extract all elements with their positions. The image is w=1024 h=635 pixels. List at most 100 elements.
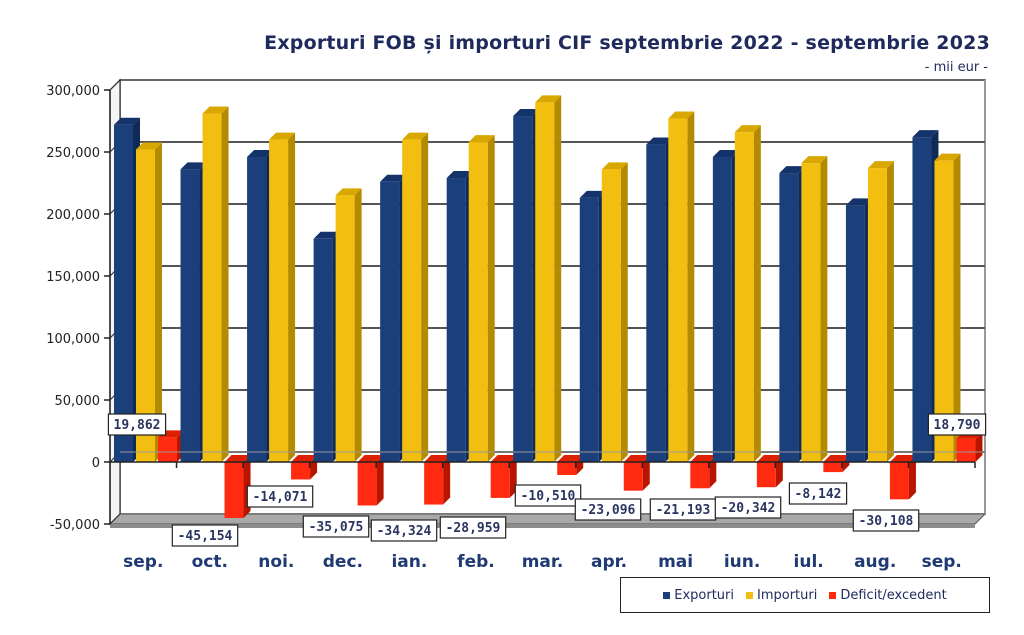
bar-importuri-2-side [288,132,296,462]
data-label: -14,071 [246,485,314,508]
legend-item-deficit: Deficit/excedent [829,587,947,603]
bar-exporturi-7-top [579,190,606,198]
x-tick-label: feb. [457,552,495,572]
bar-importuri-5-front [468,142,488,462]
legend-label-deficit: Deficit/excedent [840,587,947,603]
bar-importuri-6-top [535,95,562,103]
gridline-side [109,79,121,91]
bar-importuri-12-side [953,153,961,462]
x-tick-label: dec. [323,552,363,572]
data-label-text: -10,510 [521,489,576,504]
x-tick-label: sep. [123,552,163,572]
data-label-box [927,413,987,436]
bar-exporturi-2-top [247,149,274,157]
bar-importuri-6 [535,95,562,463]
data-label-text: -8,142 [795,487,842,502]
bar-importuri-12 [934,153,961,462]
bar-deficit-4-top [424,455,451,462]
data-label: -23,096 [574,498,642,521]
data-label-box [171,524,239,547]
bar-importuri-2-top [269,132,296,140]
y-tick-label: 200,000 [46,208,100,223]
bar-importuri-3-side [354,188,362,462]
bar-deficit-8-side [709,455,717,489]
bar-deficit-11-side [908,455,916,500]
bar-deficit-8-top [690,455,717,462]
bar-importuri-5-side [487,135,495,462]
legend-swatch-deficit [829,591,837,599]
data-label: 19,862 [107,413,167,436]
data-label: -21,193 [649,498,717,521]
bar-exporturi-5-front [446,178,466,463]
bar-importuri-5 [468,135,495,462]
data-labels: 19,862 -45,154 -14,071-35,075 -34,324 -28,95… [107,413,987,547]
data-label: 18,790 [927,413,987,436]
bar-exporturi-9-top [712,149,739,157]
bar-importuri-0-side [155,142,162,462]
bar-deficit-8 [690,455,717,489]
data-label-box [514,484,582,507]
data-label-text: -23,096 [581,503,636,518]
bar-deficit-9 [756,455,783,488]
bar-exporturi-1-front [180,169,200,463]
bar-importuri-7-top [601,162,628,170]
bar-importuri-7-side [620,162,628,463]
bar-importuri-5-top [468,135,495,143]
bar-deficit-3-front [357,462,377,506]
bar-deficit-2-top [291,455,318,462]
data-label: -34,324 [370,519,438,542]
data-label: -20,342 [714,496,782,519]
bar-importuri-8-front [668,118,688,463]
bar-exporturi-11-front [845,205,865,462]
bar-importuri-9-top [734,125,761,133]
data-label-text: -30,108 [859,514,914,529]
bar-importuri-1-top [202,106,229,114]
bar-exporturi-4-top [380,174,407,182]
legend-item-exporturi: Exporturi [663,588,734,603]
bar-exporturi-12-front [912,137,932,462]
bar-exporturi-10-top [779,166,806,174]
bar-deficit-7-top [623,455,650,462]
bar-deficit-5-top [490,455,517,462]
y-tick-label: -50,000 [50,518,100,533]
data-label-box [852,509,920,532]
bar-exporturi-1-top [180,162,207,170]
bar-importuri-8 [668,111,695,463]
data-label-box [574,498,642,521]
data-label-text: -28,959 [446,521,501,536]
bar-importuri-10-front [801,163,821,462]
data-label-text: 18,790 [934,418,981,433]
bar-deficit-5-front [490,462,510,498]
bar-exporturi-3-top [313,231,340,239]
bar-importuri-9 [734,125,761,462]
data-label: -35,075 [302,515,370,538]
x-tick-label: iul. [794,552,824,572]
bar-deficit-10-top [823,455,850,462]
bar-exporturi-4-front [380,181,400,462]
bar-importuri-10-top [801,156,828,164]
bar-deficit-6-top [557,455,584,462]
data-label: -30,108 [852,509,920,532]
x-axis: sep. oct. noi. dec. ian. feb. mar. apr. mai iun. i… [110,451,985,572]
bar-exporturi-0-top [114,117,140,125]
data-label-text: -35,075 [309,520,364,535]
bar-importuri-0 [136,142,162,462]
x-tick-label: sep. [922,552,962,572]
bar-importuri-6-front [535,102,555,463]
legend-swatch-exporturi [663,591,671,599]
bar-importuri-2 [269,132,296,462]
bar-deficit-12-front [956,438,976,462]
bar-importuri-11 [867,161,894,462]
bar-importuri-8-top [668,111,695,119]
bar-deficit-8-front [690,462,710,489]
data-label-text: -34,324 [377,524,432,539]
y-tick-label: 250,000 [46,146,100,161]
bar-deficit-11 [889,455,916,500]
data-label-box [246,485,314,508]
bar-deficit-1-top [224,455,251,462]
bar-exporturi-5-top [446,171,473,179]
bar-deficit-7 [623,455,650,491]
bar-deficit-9-top [756,455,783,462]
bar-importuri-0-front [136,149,155,462]
